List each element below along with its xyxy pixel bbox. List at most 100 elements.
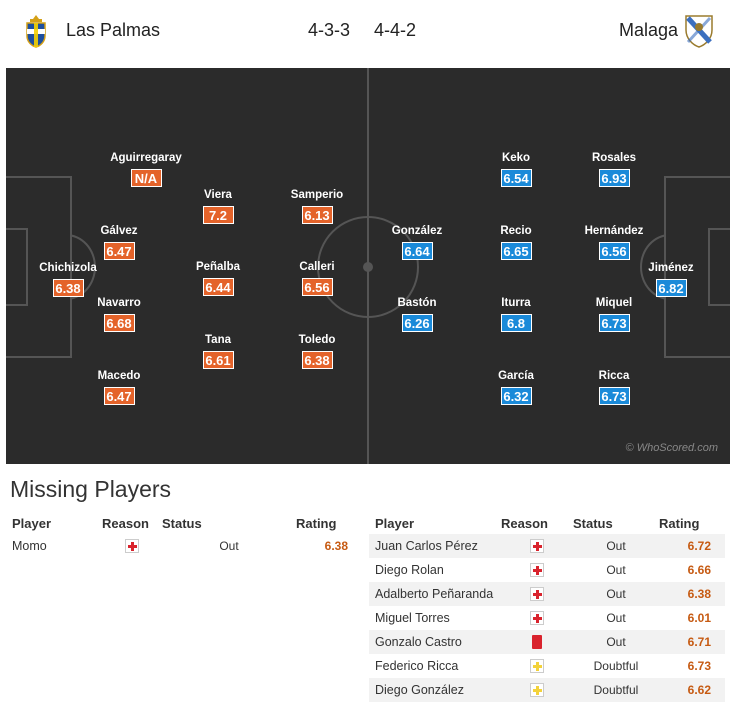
missing-rating: 6.01: [687, 611, 711, 625]
player-tana[interactable]: Tana 6.61: [173, 333, 263, 370]
player-name: Macedo: [97, 370, 141, 382]
table-row: Adalberto Peñaranda Out 6.38: [369, 582, 725, 606]
missing-player-name[interactable]: Momo: [12, 539, 47, 553]
las-palmas-crest-icon[interactable]: [24, 14, 48, 53]
player-rating: 6.73: [598, 314, 630, 332]
player-garcia[interactable]: García 6.32: [471, 369, 561, 406]
missing-status: Out: [573, 582, 659, 606]
col-reason-header: Reason: [501, 515, 548, 531]
missing-status: Out: [219, 539, 239, 553]
player-name: Hernández: [584, 225, 644, 237]
missing-rating: 6.73: [687, 659, 711, 673]
missing-player-name[interactable]: Gonzalo Castro: [369, 630, 501, 654]
player-galvez[interactable]: Gálvez 6.47: [74, 224, 164, 261]
player-rating: 6.38: [52, 279, 84, 297]
whoscored-watermark: © WhoScored.com: [625, 442, 718, 454]
missing-player-name[interactable]: Federico Ricca: [375, 659, 459, 673]
player-rating: 6.47: [103, 242, 135, 260]
player-name: Samperio: [290, 189, 344, 201]
player-iturra[interactable]: Iturra 6.8: [471, 296, 561, 333]
player-rating: 6.32: [500, 387, 532, 405]
table-row: Momo Out 6.38: [6, 534, 362, 558]
right-penalty-box: [664, 176, 730, 358]
player-name: González: [391, 225, 443, 237]
missing-rating: 6.72: [659, 534, 725, 558]
player-rating: 6.8: [500, 314, 532, 332]
player-samperio[interactable]: Samperio 6.13: [272, 188, 362, 225]
col-rating-header: Rating: [659, 515, 700, 531]
away-team-name[interactable]: Malaga: [618, 20, 678, 40]
player-name: Navarro: [97, 297, 141, 309]
missing-player-name[interactable]: Adalberto Peñaranda: [369, 582, 501, 606]
doubtful-injury-icon: [530, 659, 544, 674]
player-rating: 6.54: [500, 169, 532, 187]
player-baston[interactable]: Bastón 6.26: [372, 296, 462, 333]
player-hernandez[interactable]: Hernández 6.56: [569, 224, 659, 261]
player-name: García: [498, 370, 534, 382]
player-rating: 6.38: [301, 351, 333, 369]
injury-icon: [125, 539, 139, 554]
home-missing-table: Player Reason Status Rating Momo Out 6.3…: [6, 512, 362, 558]
player-recio[interactable]: Recio 6.65: [471, 224, 561, 261]
missing-player-name[interactable]: Miguel Torres: [375, 611, 450, 625]
player-name: Tana: [205, 334, 231, 346]
player-rating: 6.61: [202, 351, 234, 369]
player-rosales[interactable]: Rosales 6.93: [569, 151, 659, 188]
player-ricca[interactable]: Ricca 6.73: [569, 369, 659, 406]
missing-rating: 6.38: [659, 582, 725, 606]
player-navarro[interactable]: Navarro 6.68: [74, 296, 164, 333]
col-status-header: Status: [573, 515, 613, 531]
missing-player-name[interactable]: Juan Carlos Pérez: [369, 534, 501, 558]
left-penalty-box: [6, 176, 72, 358]
player-calleri[interactable]: Calleri 6.56: [272, 260, 362, 297]
table-row: Gonzalo Castro Out 6.71: [369, 630, 725, 654]
missing-rating: 6.71: [659, 630, 725, 654]
missing-status: Out: [573, 534, 659, 558]
player-name: Viera: [204, 189, 232, 201]
missing-player-name[interactable]: Diego Rolan: [375, 563, 444, 577]
player-rating: 6.56: [598, 242, 630, 260]
player-rating: 6.13: [301, 206, 333, 224]
player-gonzalez[interactable]: González 6.64: [372, 224, 462, 261]
player-name: Bastón: [397, 297, 437, 309]
doubtful-injury-icon: [530, 683, 544, 698]
player-chichizola[interactable]: Chichizola 6.38: [23, 261, 113, 298]
injury-icon: [530, 587, 544, 602]
away-missing-table: Player Reason Status Rating Juan Carlos …: [369, 512, 725, 702]
formation-pitch: Chichizola 6.38 Aguirregaray N/A Gálvez …: [6, 68, 730, 464]
player-name: Toledo: [298, 334, 336, 346]
player-penalba[interactable]: Peñalba 6.44: [173, 260, 263, 297]
missing-status: Doubtful: [593, 659, 639, 673]
player-jimenez[interactable]: Jiménez 6.82: [626, 261, 716, 298]
table-row: Diego González Doubtful 6.62: [369, 678, 725, 702]
missing-status: Doubtful: [573, 678, 659, 702]
player-rating: 6.26: [401, 314, 433, 332]
missing-player-name[interactable]: Diego González: [369, 678, 501, 702]
player-viera[interactable]: Viera 7.2: [173, 188, 263, 225]
missing-status: Out: [606, 563, 626, 577]
center-spot: [363, 262, 373, 272]
player-macedo[interactable]: Macedo 6.47: [74, 369, 164, 406]
missing-status: Out: [606, 611, 626, 625]
red-card-icon: [532, 635, 542, 650]
player-rating: 6.73: [598, 387, 630, 405]
table-row: Diego Rolan Out 6.66: [369, 558, 725, 582]
player-name: Miquel: [595, 297, 633, 309]
home-team-name[interactable]: Las Palmas: [66, 20, 161, 40]
player-miquel[interactable]: Miquel 6.73: [569, 296, 659, 333]
player-rating: 6.93: [598, 169, 630, 187]
player-rating: 6.47: [103, 387, 135, 405]
player-name: Gálvez: [100, 225, 138, 237]
missing-status: Out: [573, 630, 659, 654]
player-name: Chichizola: [39, 262, 97, 274]
malaga-crest-icon[interactable]: [684, 14, 714, 53]
player-rating: N/A: [130, 169, 162, 187]
player-toledo[interactable]: Toledo 6.38: [272, 333, 362, 370]
col-player-header: Player: [375, 515, 415, 531]
col-rating-header: Rating: [296, 515, 337, 531]
player-keko[interactable]: Keko 6.54: [471, 151, 561, 188]
injury-icon: [530, 539, 544, 554]
player-aguirregaray[interactable]: Aguirregaray N/A: [101, 151, 191, 188]
player-rating: 6.65: [500, 242, 532, 260]
player-rating: 6.56: [301, 278, 333, 296]
